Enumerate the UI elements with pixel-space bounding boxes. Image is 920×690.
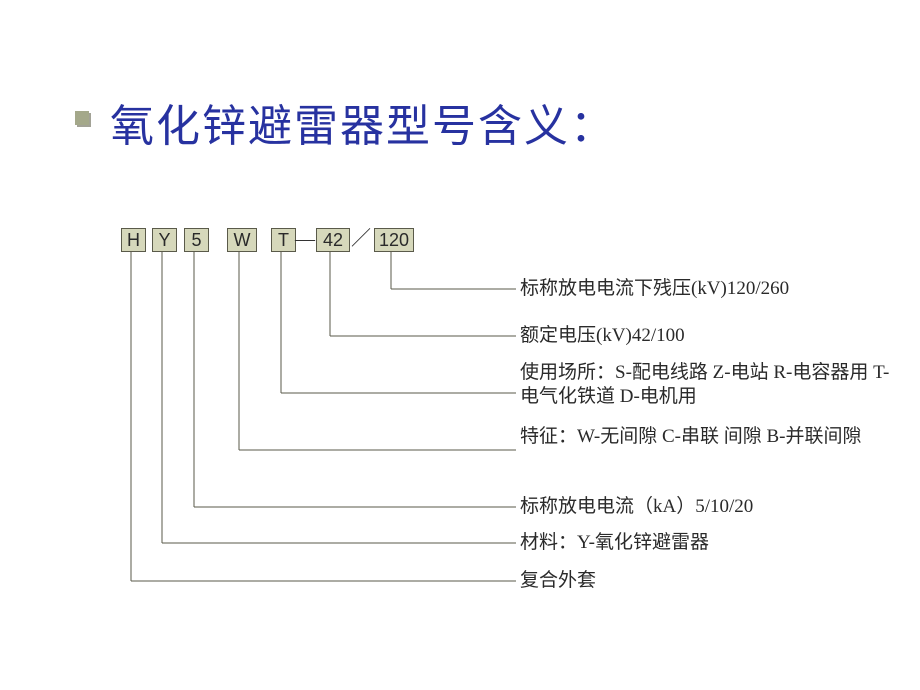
desc-42: 额定电压(kV)42/100 [520,324,890,348]
desc-5: 标称放电电流（kA）5/10/20 [520,495,890,519]
desc-W: 特征：W-无间隙 C-串联 间隙 B-并联间隙 [520,425,890,449]
code-W: W [227,228,257,252]
code-dash: — [295,228,315,250]
title-bullet [75,111,89,125]
code-5: 5 [184,228,209,252]
desc-H: 复合外套 [520,569,890,593]
code-120: 120 [374,228,414,252]
desc-Y: 材料：Y-氧化锌避雷器 [520,531,890,555]
code-slash: ／ [351,228,371,250]
code-Y: Y [152,228,177,252]
desc-T: 使用场所：S-配电线路 Z-电站 R-电容器用 T-电气化铁道 D-电机用 [520,361,890,409]
model-code-row: H Y 5 W T — 42 ／ 120 [0,228,920,258]
code-H: H [121,228,146,252]
desc-120: 标称放电电流下残压(kV)120/260 [520,277,890,301]
code-T: T [271,228,296,252]
code-42: 42 [316,228,350,252]
page-title: 氧化锌避雷器型号含义： [110,90,616,154]
